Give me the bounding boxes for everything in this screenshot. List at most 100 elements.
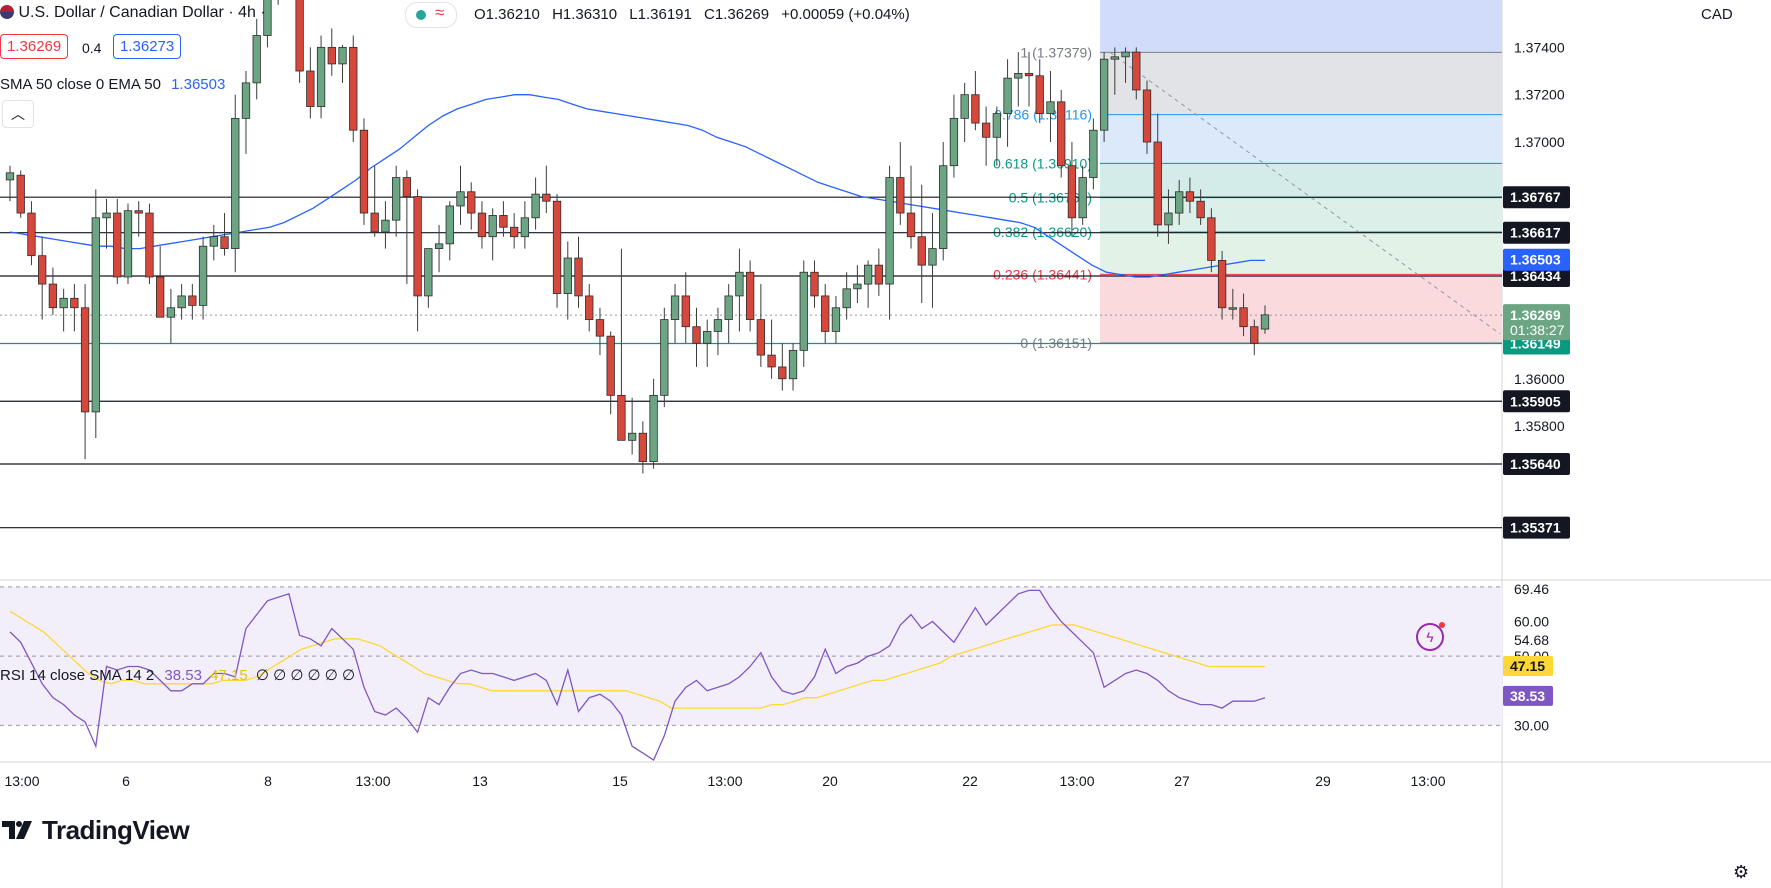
settings-gear-icon[interactable]: ⚙ [1733,862,1750,882]
candle [1196,189,1205,225]
candle-body [27,212,36,257]
rsi-line [9,589,1266,761]
candle-body [1196,200,1205,219]
wave-icon: ≈ [435,3,445,22]
candle-body [424,248,433,297]
candle-body [338,46,347,65]
candle-body [1067,165,1077,219]
candle [821,284,830,344]
candle-body [467,191,476,214]
sell-price-button[interactable]: 1.36269 [0,34,69,59]
countdown-text: 01:38:27 [1510,322,1565,338]
time-tick-label: 6 [122,773,130,789]
candle-body [703,331,712,344]
indicator-legend[interactable]: SMA 50 close 0 EMA 50 1.36503 [0,76,226,93]
candle [788,343,798,391]
candle-body [48,283,58,309]
candle-body [896,177,905,214]
candle [359,118,369,225]
level-price-badge [1503,390,1570,413]
rsi-tick-label: 60.00 [1514,614,1549,630]
candle [713,307,723,356]
candle [241,71,251,154]
candle [896,142,905,225]
candle [842,272,851,320]
candle [381,201,390,249]
candle-body [16,174,25,214]
candle-body [156,276,165,318]
candle [327,28,336,76]
market-status-pill[interactable]: ≈ [405,2,457,28]
candle [488,208,497,261]
candle-body [928,248,937,266]
candle [853,265,862,304]
candle-body [123,210,133,278]
candle [692,307,701,367]
candle-body [520,217,530,238]
candle [1024,52,1034,107]
currency-label[interactable]: CAD [1701,6,1733,23]
candle-body [821,295,830,332]
candle [306,47,315,119]
candle-body [563,257,572,294]
candle [745,260,755,332]
candle [316,35,326,119]
candle-body [1228,307,1237,310]
candle [1228,288,1237,320]
candle [456,165,465,225]
time-tick-label: 8 [264,773,272,789]
candle [59,288,68,332]
candle [27,201,36,266]
candle [209,224,218,261]
candle [1078,165,1087,225]
candle [863,260,873,308]
candle [1164,189,1173,244]
candle [520,201,530,249]
candle [16,170,25,218]
candle-body [1121,51,1130,58]
candle [1239,293,1248,337]
rsi-legend[interactable]: RSI 14 close SMA 14 2 38.53 47.15 ∅ ∅ ∅ … [0,667,356,684]
rsi-tick-label: 69.46 [1514,581,1549,597]
collapse-legend-button[interactable]: ︿ [2,100,34,128]
chevron-up-icon: ︿ [11,106,25,122]
candle [509,213,519,249]
fib-zone [1100,114,1502,164]
fib-level-label: 1 (1.37379) [1020,44,1092,60]
candle-body [327,46,336,65]
candle-body [1089,129,1098,178]
candle-body [434,243,444,249]
buy-price-button[interactable]: 1.36273 [113,34,182,59]
candle [767,319,776,379]
candle [156,246,165,318]
candle-body [1185,191,1195,202]
candle-body [1153,141,1162,226]
change-value: +0.00059 (+0.04%) [781,6,910,23]
candle [263,0,272,48]
candle [606,331,615,415]
tradingview-logo[interactable]: TradingView [2,815,190,846]
lightning-icon[interactable]: ϟ [1416,622,1445,651]
candle [177,284,186,320]
price-tick-label: 1.37000 [1514,134,1565,150]
candle [574,236,583,308]
candle-body [606,335,615,396]
candle-body [842,288,851,309]
candle-body [59,297,68,309]
candle-body [992,113,1001,138]
candle [949,94,959,178]
symbol-title[interactable]: U.S. Dollar / Canadian Dollar · 4h · [0,4,266,22]
candle [928,213,937,308]
candle-body [681,295,690,328]
level-price-badge-text: 1.36434 [1510,268,1561,284]
candle [1207,208,1216,273]
candle [5,165,15,202]
candle [981,106,991,166]
candle [424,248,433,308]
candle-body [788,349,798,380]
rsi-badge-text: 47.15 [1510,658,1545,674]
level-price-badge-text: 1.36617 [1510,225,1561,241]
us-flag-icon [0,5,14,19]
candle [1014,52,1023,107]
